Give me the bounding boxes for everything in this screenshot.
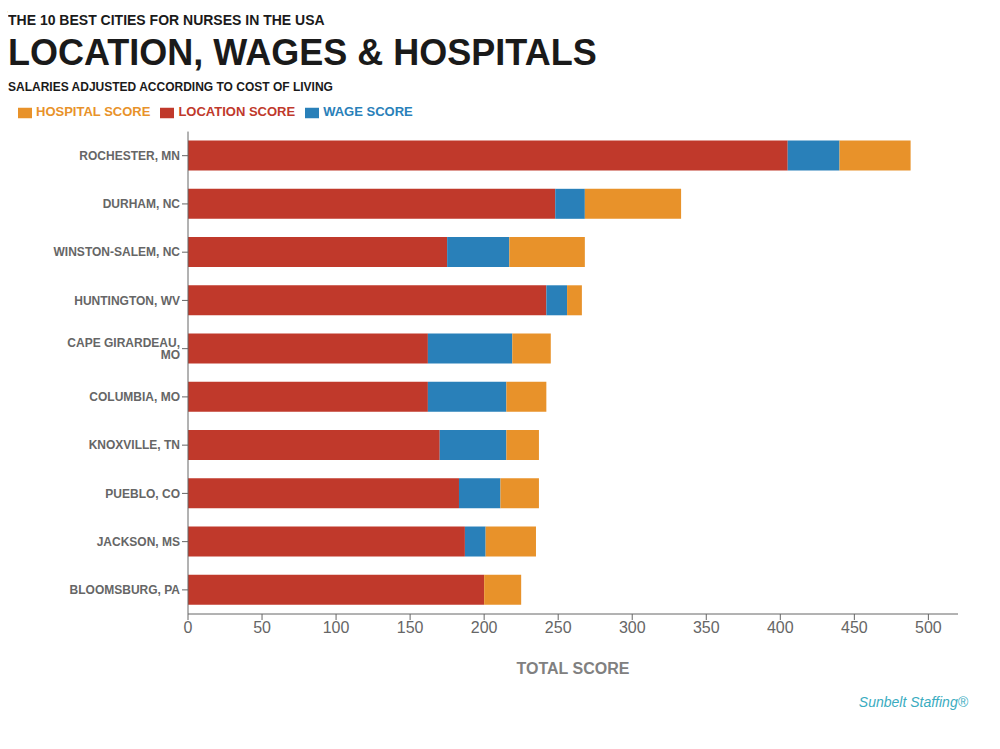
svg-text:200: 200 bbox=[471, 619, 498, 636]
svg-text:500: 500 bbox=[915, 619, 942, 636]
svg-text:100: 100 bbox=[323, 619, 350, 636]
svg-text:400: 400 bbox=[767, 619, 794, 636]
svg-text:50: 50 bbox=[253, 619, 271, 636]
svg-text:TOTAL SCORE: TOTAL SCORE bbox=[517, 660, 630, 677]
html-text:HOSPITAL SCORE: HOSPITAL SCORE bbox=[36, 104, 151, 119]
svg-text:150: 150 bbox=[397, 619, 424, 636]
html-text:LOCATION, WAGES & HOSPITALS: LOCATION, WAGES & HOSPITALS bbox=[8, 32, 597, 73]
svg-text:300: 300 bbox=[619, 619, 646, 636]
html-text:Sunbelt Staffing®: Sunbelt Staffing® bbox=[858, 694, 968, 710]
svg-text:WINSTON-SALEM, NC: WINSTON-SALEM, NC bbox=[54, 245, 181, 259]
svg-text:HUNTINGTON, WV: HUNTINGTON, WV bbox=[74, 294, 180, 308]
svg-text:CAPE GIRARDEAU,MO: CAPE GIRARDEAU,MO bbox=[67, 336, 180, 362]
svg-text:450: 450 bbox=[841, 619, 868, 636]
html-text:SALARIES ADJUSTED ACCORDING TO: SALARIES ADJUSTED ACCORDING TO COST OF L… bbox=[8, 80, 333, 94]
html-text:THE 10 BEST CITIES FOR NURSES: THE 10 BEST CITIES FOR NURSES IN THE USA bbox=[8, 12, 325, 28]
svg-text:ROCHESTER, MN: ROCHESTER, MN bbox=[79, 149, 180, 163]
svg-text:BLOOMSBURG, PA: BLOOMSBURG, PA bbox=[70, 583, 181, 597]
html-text:WAGE SCORE: WAGE SCORE bbox=[323, 104, 413, 119]
svg-text:COLUMBIA, MO: COLUMBIA, MO bbox=[89, 390, 180, 404]
html-text:LOCATION SCORE: LOCATION SCORE bbox=[178, 104, 296, 119]
svg-text:350: 350 bbox=[693, 619, 720, 636]
svg-text:250: 250 bbox=[545, 619, 572, 636]
svg-text:PUEBLO, CO: PUEBLO, CO bbox=[105, 487, 180, 501]
svg-text:DURHAM, NC: DURHAM, NC bbox=[103, 197, 181, 211]
svg-text:0: 0 bbox=[184, 619, 193, 636]
svg-text:KNOXVILLE, TN: KNOXVILLE, TN bbox=[89, 438, 180, 452]
svg-text:JACKSON, MS: JACKSON, MS bbox=[97, 535, 180, 549]
